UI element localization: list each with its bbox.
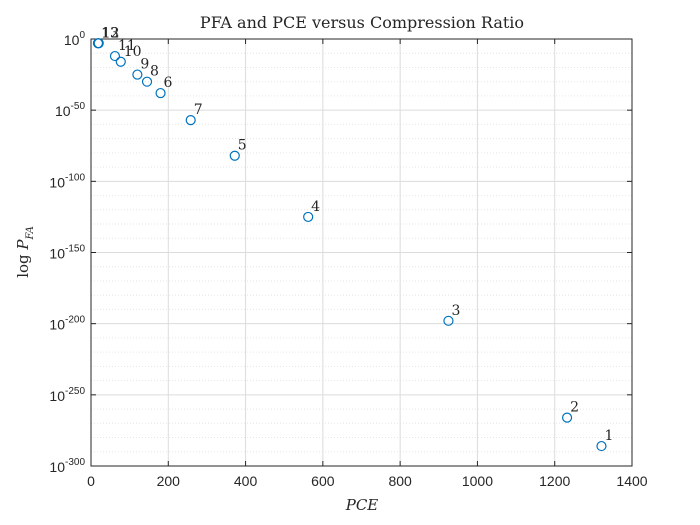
x-tick-label: 1000 (462, 473, 493, 489)
data-point-label: 3 (451, 303, 460, 319)
data-point (141, 76, 153, 87)
y-tick-label: 10-100 (49, 172, 85, 190)
data-point (115, 56, 126, 67)
data-point (109, 50, 121, 62)
x-tick-label: 600 (311, 473, 335, 489)
data-point-label: 13 (101, 25, 119, 41)
x-tick-label: 200 (157, 473, 181, 489)
data-point (561, 412, 573, 423)
y-axis-label: log PFA (14, 226, 36, 278)
x-tick-label: 0 (87, 473, 95, 489)
data-point-label: 12 (102, 25, 120, 41)
data-point-label: 7 (194, 102, 203, 118)
data-point-label: 9 (140, 57, 149, 73)
x-tick-labels: 0 200 400 600 800 1000 1200 1400 (87, 473, 648, 489)
axes (90, 38, 633, 467)
data-point-label: 10 (124, 44, 142, 60)
data-point (443, 315, 454, 326)
x-tick-label: 1400 (616, 473, 647, 489)
data-point-label: 5 (238, 138, 247, 154)
y-tick-label: 10-300 (49, 457, 85, 475)
y-tick-label: 10-200 (49, 315, 85, 333)
x-tick-label: 1200 (539, 473, 570, 489)
data-point-label: 2 (570, 400, 579, 416)
x-tick-label: 800 (388, 473, 412, 489)
y-tick-labels: 100 10-50 10-100 10-150 10-200 10-250 10-300 (49, 30, 85, 475)
data-point-label: 4 (311, 199, 320, 215)
y-tick-label: 100 (64, 30, 86, 48)
y-tick-label: 10-250 (49, 386, 85, 404)
chart-title: PFA and PCE versus Compression Ratio (200, 13, 524, 32)
data-point-label: 8 (150, 64, 159, 80)
data-point (155, 87, 166, 99)
data-point (132, 69, 143, 80)
data-point (596, 440, 607, 452)
data-point (229, 150, 240, 161)
y-tick-label: 10-150 (49, 244, 85, 262)
data-point (185, 115, 196, 126)
x-axis-label: PCE (345, 496, 379, 514)
y-tick-label: 10-50 (55, 101, 85, 119)
data-point-label: 11 (118, 38, 136, 54)
data-point (92, 38, 104, 49)
data-point-label: 1 (604, 428, 613, 444)
data-point-label: 6 (164, 75, 173, 91)
data-point (303, 211, 314, 223)
x-tick-label: 400 (234, 473, 258, 489)
